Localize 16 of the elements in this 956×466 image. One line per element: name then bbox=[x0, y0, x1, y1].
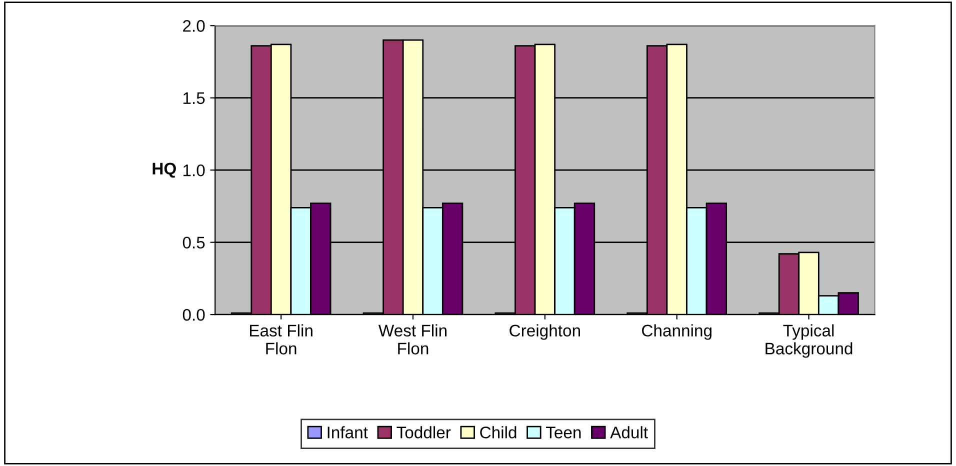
legend-label: Toddler bbox=[396, 426, 451, 438]
y-tick-label: 2.0 bbox=[183, 20, 205, 32]
x-tick-label: Typical Background bbox=[766, 324, 852, 358]
y-axis-title: HQ bbox=[152, 162, 176, 178]
y-tick-label: 1.0 bbox=[183, 164, 205, 176]
legend-label: Adult bbox=[610, 426, 648, 438]
y-tick-label: 1.5 bbox=[183, 92, 205, 104]
legend-label: Child bbox=[480, 426, 516, 438]
x-tick-label: East Flin Flon bbox=[250, 324, 312, 354]
legend-label: Infant bbox=[328, 426, 368, 438]
x-tick-label: Channing bbox=[642, 324, 712, 340]
x-tick-label: West Flin Flon bbox=[378, 324, 446, 354]
legend-label: Teen bbox=[546, 426, 581, 438]
x-tick-label: Creighton bbox=[510, 324, 580, 340]
y-tick-label: 0.5 bbox=[182, 236, 205, 249]
y-tick-label: 0.0 bbox=[182, 308, 205, 321]
